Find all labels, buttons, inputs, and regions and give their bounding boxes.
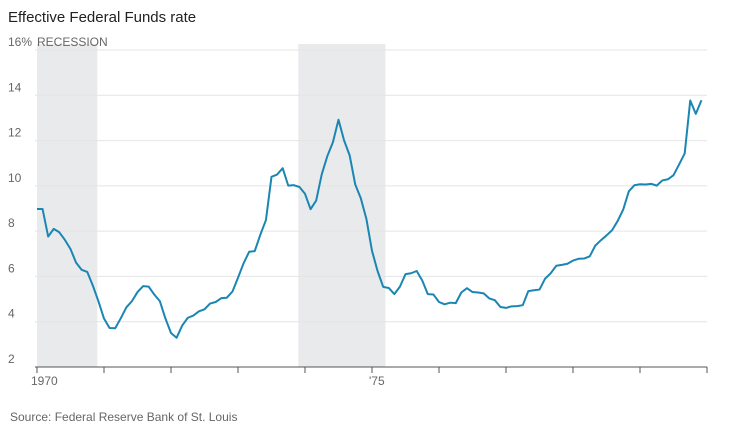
x-tick-label: '75 xyxy=(369,374,385,388)
y-tick-label: 6 xyxy=(8,261,15,275)
annotation: RECESSION xyxy=(37,35,108,49)
y-tick-label: 10 xyxy=(8,171,22,185)
chart-title: Effective Federal Funds rate xyxy=(8,9,196,26)
source: Source: Federal Reserve Bank of St. Loui… xyxy=(10,410,237,424)
y-tick-label: 8 xyxy=(8,216,15,230)
x-tick-label: 1970 xyxy=(31,374,58,388)
y-tick-label: 4 xyxy=(8,307,15,321)
recession-band xyxy=(37,44,98,367)
y-tick-label: 14 xyxy=(8,80,22,94)
series-line xyxy=(37,99,703,339)
y-tick-label: 16% xyxy=(8,35,32,49)
y-tick-label: 12 xyxy=(8,126,22,140)
y-tick-label: 2 xyxy=(8,352,15,366)
recession-layer xyxy=(37,44,386,367)
recession-band xyxy=(298,44,386,367)
